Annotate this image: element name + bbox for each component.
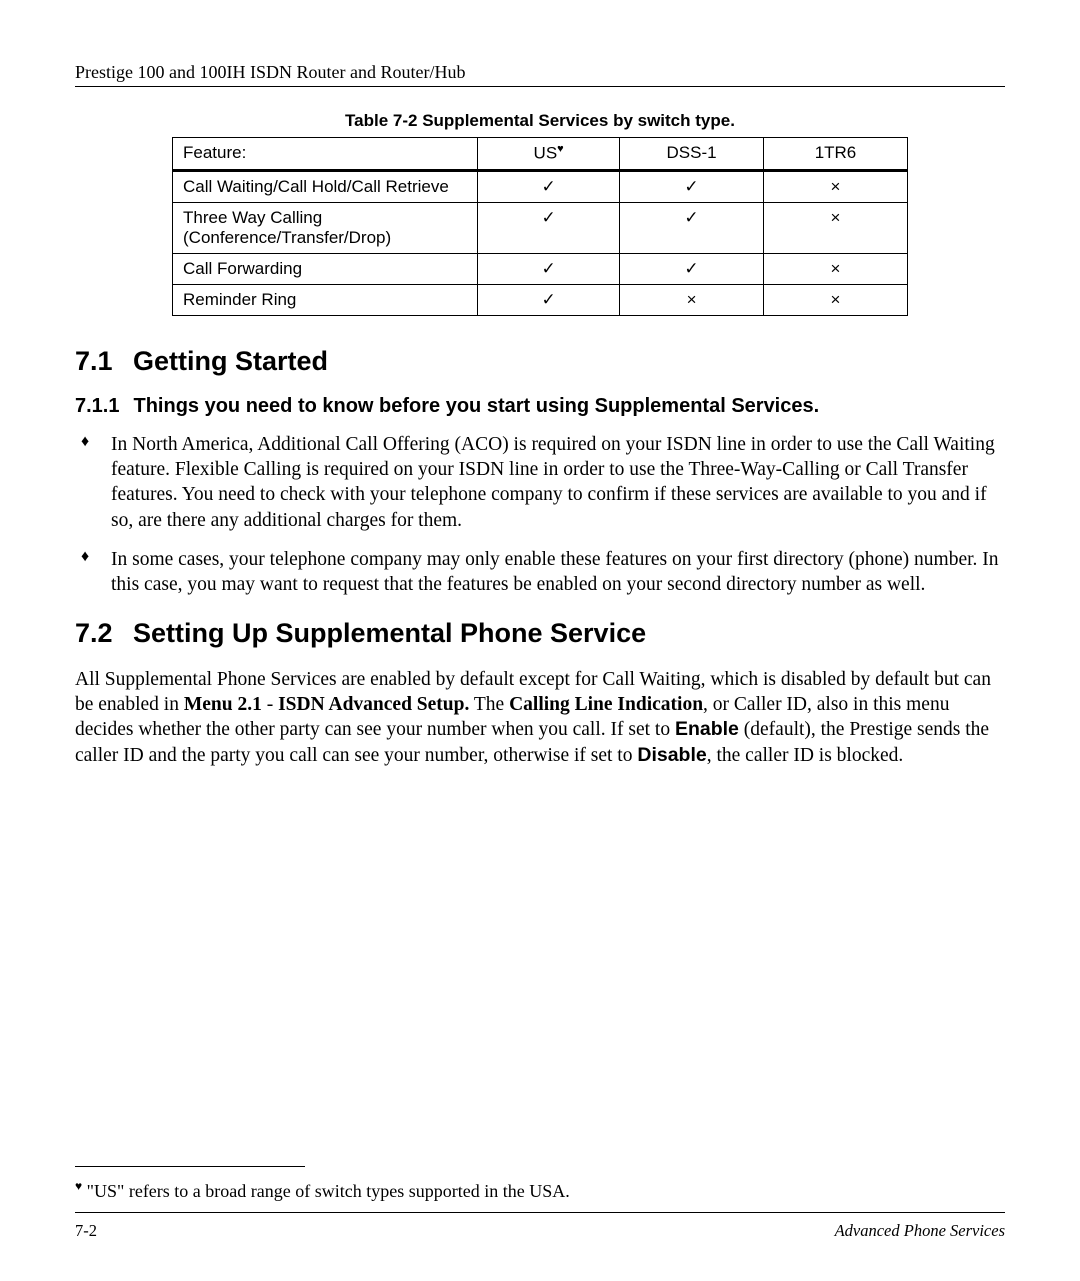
enable-ref: Enable (675, 718, 739, 740)
page-header-title: Prestige 100 and 100IH ISDN Router and R… (75, 62, 1005, 83)
bullet-text: In North America, Additional Call Offeri… (111, 432, 1005, 533)
th-1tr6: 1TR6 (763, 138, 907, 171)
th-feature: Feature: (173, 138, 478, 171)
section-number: 7.1 (75, 346, 133, 377)
subsection-title: Things you need to know before you start… (133, 395, 819, 417)
page-footer: 7-2 Advanced Phone Services (75, 1221, 1005, 1241)
body-text: - (262, 694, 278, 715)
header-rule (75, 86, 1005, 87)
list-item: ♦ In North America, Additional Call Offe… (75, 432, 1005, 533)
th-us-label: US (534, 144, 558, 163)
isdn-ref: ISDN Advanced Setup. (278, 694, 469, 715)
cell-1tr6: × (763, 284, 907, 315)
footnote: ♥ "US" refers to a broad range of switch… (75, 1179, 1005, 1202)
cell-1tr6: × (763, 202, 907, 253)
cell-dss1: × (620, 284, 764, 315)
table-caption: Table 7-2 Supplemental Services by switc… (75, 111, 1005, 131)
th-us: US♥ (478, 138, 620, 171)
table-row: Three Way Calling (Conference/Transfer/D… (173, 202, 908, 253)
table-row: Reminder Ring ✓ × × (173, 284, 908, 315)
section-7-2-heading: 7.2Setting Up Supplemental Phone Service (75, 618, 1005, 649)
footnote-rule (75, 1166, 305, 1167)
cell-feature: Three Way Calling (Conference/Transfer/D… (173, 202, 478, 253)
table-row: Call Forwarding ✓ ✓ × (173, 253, 908, 284)
cell-dss1: ✓ (620, 253, 764, 284)
cell-us: ✓ (478, 284, 620, 315)
cell-us: ✓ (478, 202, 620, 253)
subsection-number: 7.1.1 (75, 395, 119, 418)
section-number: 7.2 (75, 618, 133, 649)
bullet-list: ♦ In North America, Additional Call Offe… (75, 432, 1005, 598)
cell-dss1: ✓ (620, 170, 764, 202)
section-7-1-heading: 7.1Getting Started (75, 346, 1005, 377)
footer-page-number: 7-2 (75, 1221, 97, 1241)
section-7-2-body: All Supplemental Phone Services are enab… (75, 667, 1005, 768)
section-title: Getting Started (133, 346, 328, 376)
th-dss1: DSS-1 (620, 138, 764, 171)
bullet-text: In some cases, your telephone company ma… (111, 547, 1005, 598)
th-us-marker: ♥ (557, 143, 564, 155)
cell-feature: Call Forwarding (173, 253, 478, 284)
table-row: Call Waiting/Call Hold/Call Retrieve ✓ ✓… (173, 170, 908, 202)
cell-dss1: ✓ (620, 202, 764, 253)
cell-us: ✓ (478, 170, 620, 202)
table-header-row: Feature: US♥ DSS-1 1TR6 (173, 138, 908, 171)
cli-ref: Calling Line Indication (509, 694, 703, 715)
bullet-marker-icon: ♦ (75, 432, 111, 453)
section-7-1-1-heading: 7.1.1 Things you need to know before you … (75, 395, 1005, 418)
footer-rule (75, 1212, 1005, 1213)
supplemental-services-table: Feature: US♥ DSS-1 1TR6 Call Waiting/Cal… (172, 137, 908, 316)
section-title: Setting Up Supplemental Phone Service (133, 618, 646, 648)
body-text: , the caller ID is blocked. (707, 745, 904, 766)
cell-1tr6: × (763, 253, 907, 284)
cell-feature: Reminder Ring (173, 284, 478, 315)
cell-feature: Call Waiting/Call Hold/Call Retrieve (173, 170, 478, 202)
menu-ref: Menu 2.1 (184, 694, 262, 715)
cell-us: ✓ (478, 253, 620, 284)
footnote-body: "US" refers to a broad range of switch t… (82, 1181, 570, 1201)
list-item: ♦ In some cases, your telephone company … (75, 547, 1005, 598)
footer-section-name: Advanced Phone Services (835, 1221, 1005, 1241)
cell-1tr6: × (763, 170, 907, 202)
disable-ref: Disable (637, 744, 706, 766)
body-text: The (469, 694, 509, 715)
bullet-marker-icon: ♦ (75, 547, 111, 568)
